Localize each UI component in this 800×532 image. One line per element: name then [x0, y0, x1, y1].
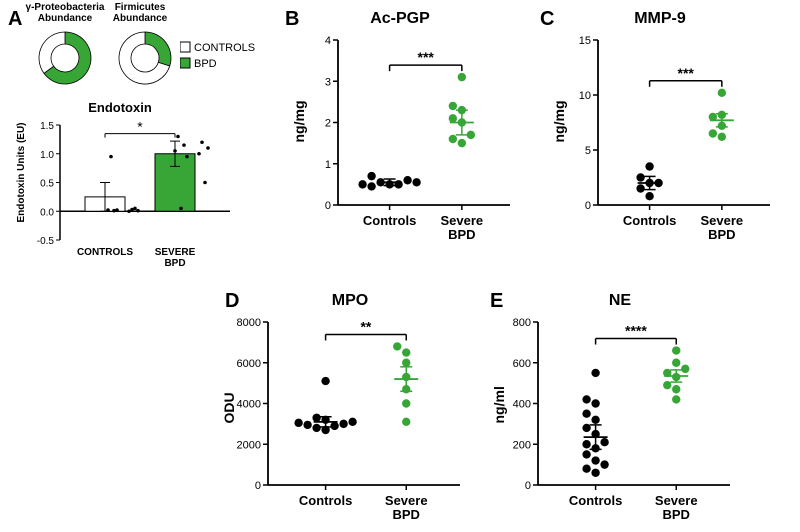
- svg-text:4: 4: [325, 35, 331, 47]
- bar-chart-title: Endotoxin: [50, 100, 190, 115]
- svg-text:1.5: 1.5: [40, 121, 54, 132]
- donut1-title: γ-Proteobacteria Abundance: [25, 2, 105, 24]
- svg-text:Severe: Severe: [385, 493, 428, 508]
- chart-title-e: NE: [540, 292, 700, 310]
- scatter-chart-ne: 0 200 400 600 800 ng/ml **** Controls SevereBPD: [490, 312, 740, 532]
- svg-text:***: ***: [418, 49, 435, 65]
- svg-text:**: **: [360, 318, 371, 334]
- svg-text:ng/mg: ng/mg: [291, 101, 307, 143]
- svg-text:ODU: ODU: [221, 392, 237, 423]
- chart-title-b: Ac-PGP: [320, 10, 480, 28]
- chart-title-d: MPO: [270, 292, 430, 310]
- svg-text:1: 1: [325, 159, 331, 171]
- legend-bpd-text: BPD: [194, 58, 217, 70]
- svg-text:600: 600: [513, 358, 531, 370]
- panel-label-c: C: [540, 8, 554, 31]
- svg-text:0: 0: [255, 480, 261, 492]
- svg-text:*: *: [137, 119, 143, 135]
- svg-text:Controls: Controls: [299, 493, 352, 508]
- panel-label-b: B: [285, 8, 299, 31]
- svg-text:10: 10: [579, 90, 591, 102]
- svg-text:CONTROLS: CONTROLS: [77, 247, 133, 258]
- svg-text:BPD: BPD: [708, 227, 735, 242]
- svg-text:0.0: 0.0: [40, 207, 54, 218]
- scatter-chart-mmp9: 0 5 10 15 ng/mg *** Controls SevereBPD: [550, 30, 780, 250]
- scatter-chart-mpo: 0 2000 4000 6000 8000 ODU ** Controls SevereBPD: [220, 312, 470, 532]
- legend-controls-text: CONTROLS: [194, 42, 255, 54]
- legend-a: CONTROLS BPD: [180, 40, 260, 80]
- bar-chart-endotoxin: -0.5 0.0 0.5 1.0 1.5 Endotoxin Units (EU) * CON…: [10, 115, 240, 275]
- svg-text:***: ***: [678, 65, 695, 81]
- svg-text:0: 0: [325, 200, 331, 212]
- svg-text:6000: 6000: [237, 358, 261, 370]
- svg-text:BPD: BPD: [663, 507, 690, 522]
- svg-text:800: 800: [513, 317, 531, 329]
- svg-text:BPD: BPD: [164, 258, 185, 269]
- svg-text:5: 5: [585, 145, 591, 157]
- svg-text:Endotoxin Units (EU): Endotoxin Units (EU): [16, 123, 27, 223]
- svg-text:3: 3: [325, 76, 331, 88]
- svg-text:1.0: 1.0: [40, 150, 54, 161]
- svg-text:SEVERE: SEVERE: [155, 247, 196, 258]
- svg-text:2: 2: [325, 118, 331, 130]
- donut-chart-proteobacteria: [35, 28, 95, 88]
- scatter-chart-acpgp: 0 1 2 3 4 ng/mg *** Controls SevereBPD: [290, 30, 520, 250]
- svg-text:15: 15: [579, 35, 591, 47]
- svg-text:BPD: BPD: [448, 227, 475, 242]
- svg-text:Severe: Severe: [441, 213, 484, 228]
- panel-label-a: A: [8, 8, 22, 31]
- svg-text:0: 0: [525, 480, 531, 492]
- svg-text:BPD: BPD: [393, 507, 420, 522]
- panel-label-d: D: [225, 290, 239, 313]
- svg-text:ng/ml: ng/ml: [491, 386, 507, 423]
- svg-text:Severe: Severe: [655, 493, 698, 508]
- svg-text:4000: 4000: [237, 399, 261, 411]
- svg-text:ng/mg: ng/mg: [551, 101, 567, 143]
- donut2-title: Firmicutes Abundance: [105, 2, 175, 24]
- svg-text:2000: 2000: [237, 439, 261, 451]
- svg-text:0.5: 0.5: [40, 179, 54, 190]
- svg-text:200: 200: [513, 439, 531, 451]
- svg-text:Controls: Controls: [363, 213, 416, 228]
- donut-chart-firmicutes: [115, 28, 175, 88]
- svg-text:400: 400: [513, 399, 531, 411]
- svg-text:8000: 8000: [237, 317, 261, 329]
- panel-label-e: E: [490, 290, 503, 313]
- svg-text:Controls: Controls: [569, 493, 622, 508]
- chart-title-c: MMP-9: [580, 10, 740, 28]
- svg-text:Controls: Controls: [623, 213, 676, 228]
- svg-text:0: 0: [585, 200, 591, 212]
- svg-text:Severe: Severe: [701, 213, 744, 228]
- svg-text:-0.5: -0.5: [37, 236, 55, 247]
- svg-text:****: ****: [625, 323, 647, 339]
